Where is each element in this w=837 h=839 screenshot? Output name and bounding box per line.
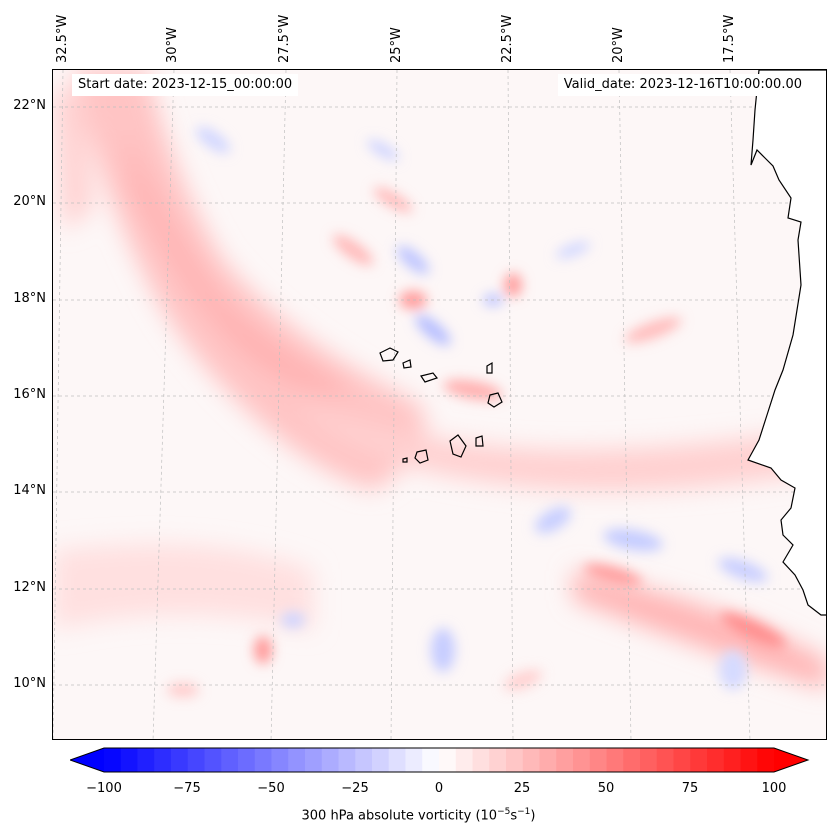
lon-label: 27.5°W (277, 14, 292, 63)
colorbar-tick: 100 (761, 781, 787, 796)
colorbar (70, 747, 810, 773)
colorbar-segment (187, 748, 205, 772)
colorbar-segment (439, 748, 457, 772)
colorbar-segment (506, 748, 524, 772)
colorbar-segment (221, 748, 239, 772)
colorbar-segment (573, 748, 591, 772)
lat-label: 18°N (13, 291, 46, 306)
colorbar-tick: −75 (173, 781, 201, 796)
start-date-label: Start date: 2023-12-15_00:00:00 (72, 74, 299, 96)
colorbar-extend-high (774, 748, 808, 772)
colorbar-tick: 25 (513, 781, 531, 796)
lat-label: 10°N (13, 676, 46, 691)
colorbar-segment (656, 748, 674, 772)
valid-date-label: Valid_date: 2023-12-16T10:00:00.00 (557, 74, 808, 96)
african-coastline (747, 70, 826, 616)
lon-label: 22.5°W (500, 14, 515, 63)
colorbar-segment (338, 748, 356, 772)
lat-label: 16°N (13, 387, 46, 402)
colorbar-segment (104, 748, 122, 772)
colorbar-segment (154, 748, 172, 772)
colorbar-segment (405, 748, 423, 772)
colorbar-segment (707, 748, 725, 772)
colorbar-segment (204, 748, 222, 772)
colorbar-segment (589, 748, 607, 772)
colorbar-segment (556, 748, 574, 772)
colorbar-segment (321, 748, 339, 772)
colorbar-segment (757, 748, 775, 772)
vorticity-field (53, 70, 826, 739)
mesoscale-features (167, 126, 786, 697)
colorbar-label: 300 hPa absolute vorticity (10−5s−1) (301, 807, 536, 824)
colorbar-segment (522, 748, 540, 772)
colorbar-segment (355, 748, 373, 772)
colorbar-segment (238, 748, 256, 772)
colorbar-segment (422, 748, 440, 772)
colorbar-tick: −50 (257, 781, 285, 796)
colorbar-segment (472, 748, 490, 772)
lon-label: 30°W (165, 27, 180, 63)
colorbar-extend-low (70, 748, 104, 772)
colorbar-tick: 0 (434, 781, 444, 796)
colorbar-segment (137, 748, 155, 772)
lon-label: 25°W (389, 27, 404, 63)
colorbar-segment (539, 748, 557, 772)
lon-label: 20°W (611, 27, 626, 63)
colorbar-segment (305, 748, 323, 772)
graticule (53, 70, 826, 739)
colorbar-segment (489, 748, 507, 772)
colorbar-segment (690, 748, 708, 772)
colorbar-segment (288, 748, 306, 772)
colorbar-segment (171, 748, 189, 772)
colorbar-outline (70, 747, 810, 773)
lat-label: 20°N (13, 194, 46, 209)
colorbar-segment (673, 748, 691, 772)
lat-label: 22°N (13, 98, 46, 113)
lat-label: 14°N (13, 483, 46, 498)
positive-vorticity-band (53, 70, 826, 690)
colorbar-segment (640, 748, 658, 772)
colorbar-segment (623, 748, 641, 772)
colorbar-segment (723, 748, 741, 772)
colorbar-segment (120, 748, 138, 772)
colorbar-tick: −25 (341, 781, 369, 796)
map-plot-area (52, 69, 827, 740)
cape-verde-islands (379, 347, 503, 464)
colorbar-segment (740, 748, 758, 772)
lon-label: 17.5°W (722, 14, 737, 63)
colorbar-segment (388, 748, 406, 772)
colorbar-segment (254, 748, 272, 772)
colorbar-tick: 50 (597, 781, 615, 796)
colorbar-segment (455, 748, 473, 772)
lat-label: 12°N (13, 580, 46, 595)
colorbar-tick: −100 (86, 781, 122, 796)
colorbar-segment (271, 748, 289, 772)
colorbar-tick: 75 (681, 781, 699, 796)
lon-label: 32.5°W (55, 14, 70, 63)
colorbar-segment (606, 748, 624, 772)
colorbar-segment (372, 748, 390, 772)
